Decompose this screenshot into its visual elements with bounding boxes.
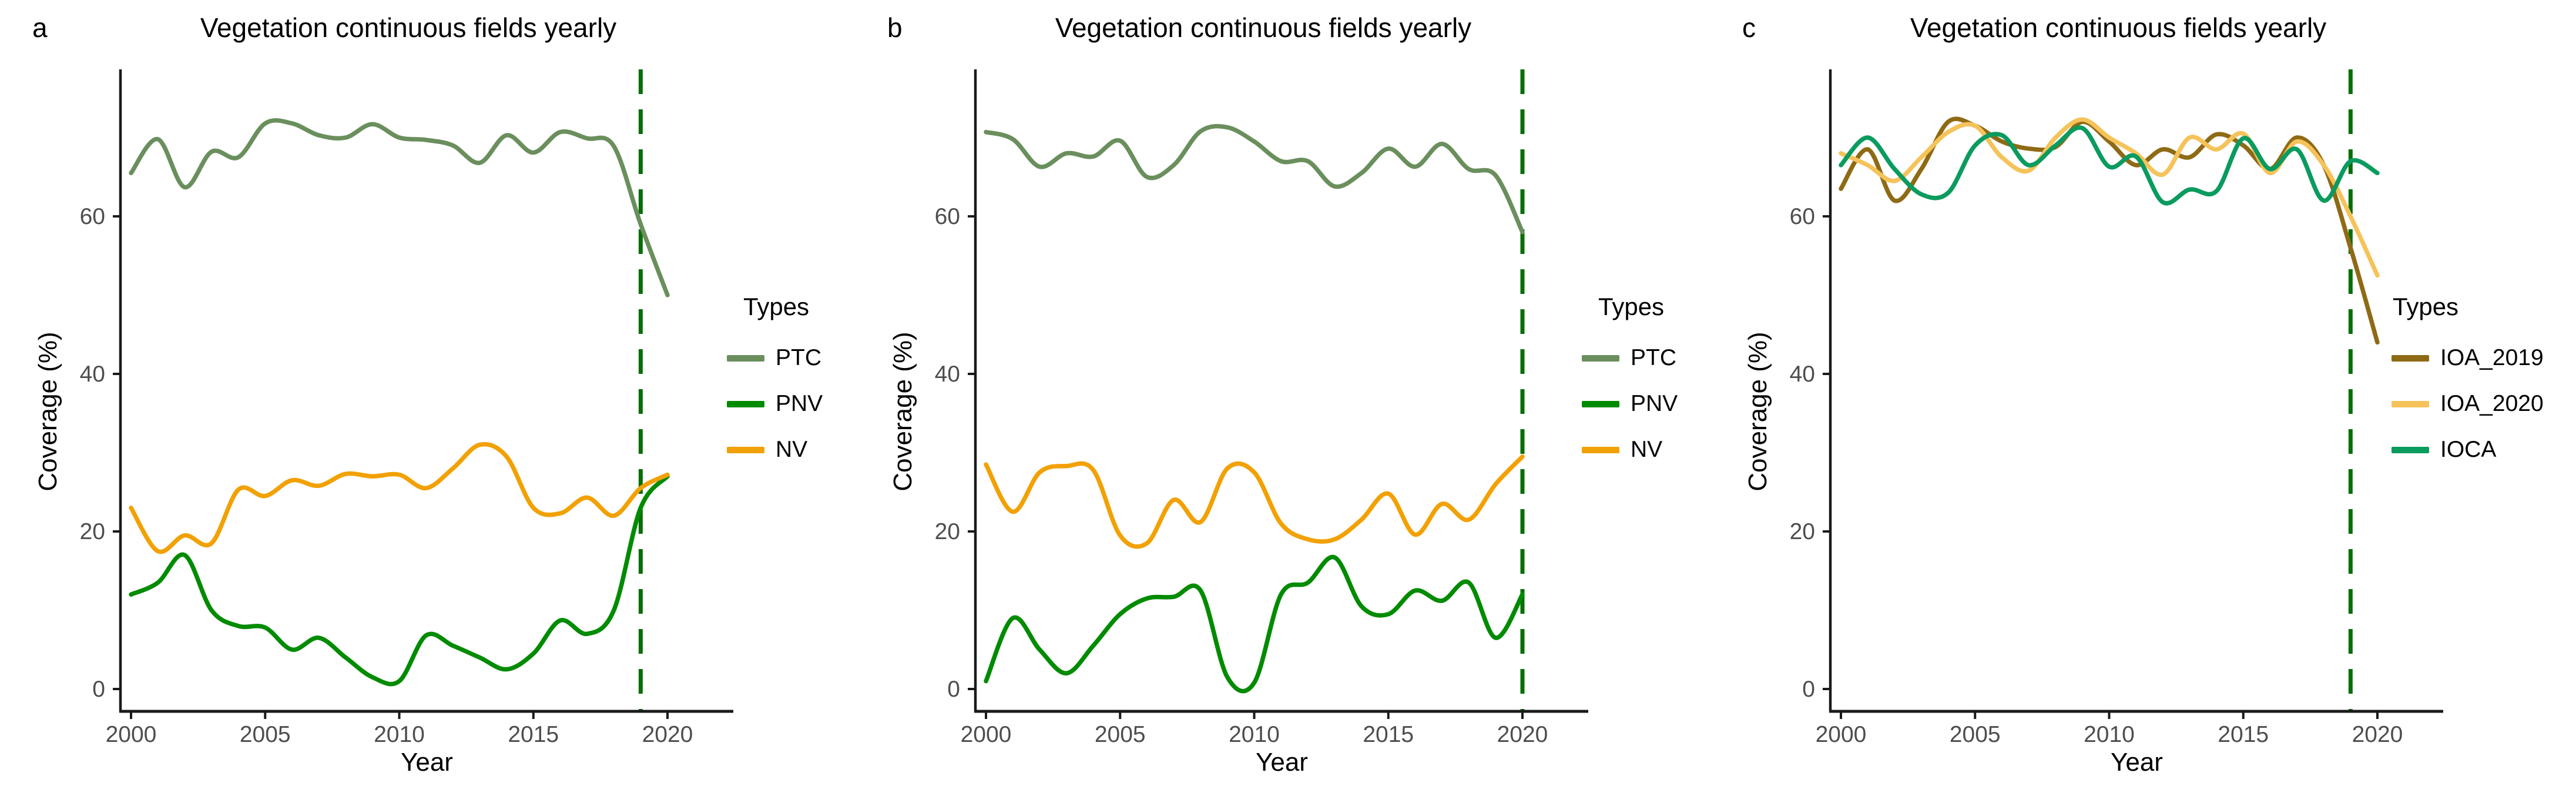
legend-label-ioa2020: IOA_2020 — [2440, 391, 2544, 416]
series-line-PTC — [129, 118, 670, 297]
x-tick-label: 2005 — [240, 722, 291, 747]
legend-label-ioa2019: IOA_2019 — [2440, 345, 2544, 370]
y-tick-label: 0 — [92, 677, 105, 702]
legend-title-b: Types — [1598, 293, 1665, 320]
legend-item-ioa2019: IOA_2019 — [2391, 345, 2544, 370]
x-tick-label: 2000 — [106, 722, 157, 747]
series-line-IOA_2020 — [1839, 117, 2380, 278]
legend-swatch-ioca — [2391, 446, 2429, 453]
legend-item-ioa2020: IOA_2020 — [2391, 391, 2544, 416]
panel-b: b Vegetation continuous fields yearly Co… — [855, 0, 1710, 796]
x-tick-label: 2015 — [508, 722, 559, 747]
panel-tag-b: b — [887, 12, 903, 43]
legend-label-pnv-a: PNV — [776, 391, 823, 416]
series-line-IOCA — [1839, 125, 2380, 206]
x-tick-label: 2005 — [1950, 722, 2001, 747]
series-line-NV — [129, 442, 670, 554]
y-tick-label: 20 — [80, 519, 105, 544]
x-tick-label: 2020 — [2352, 722, 2403, 747]
x-tick-label: 2015 — [1363, 722, 1414, 747]
x-axis-title-b: Year — [1256, 748, 1308, 777]
legend-label-pnv-b: PNV — [1631, 391, 1678, 416]
legend-item-pnv-b: PNV — [1582, 391, 1678, 416]
legend-title-c: Types — [2393, 293, 2459, 320]
legend-swatch-ioa2020 — [2391, 400, 2429, 407]
legend-swatch-nv-a — [727, 446, 764, 453]
legend-swatch-ptc-a — [727, 354, 764, 362]
x-tick-label: 2015 — [2218, 722, 2269, 747]
y-tick-label: 60 — [1790, 204, 1815, 229]
legend-label-nv-b: NV — [1631, 437, 1663, 462]
legend-swatch-nv-b — [1582, 446, 1619, 453]
legend-swatch-ptc-b — [1582, 354, 1619, 362]
x-tick-label: 2020 — [1497, 722, 1548, 747]
y-tick-label: 20 — [1790, 519, 1815, 544]
legend-item-nv-b: NV — [1582, 437, 1678, 462]
panel-tag-c: c — [1742, 12, 1756, 43]
x-tick-label: 2010 — [374, 722, 425, 747]
y-tick-label: 60 — [935, 204, 960, 229]
legend-a: Types PTC PNV NV — [727, 293, 823, 484]
chart-title-c: Vegetation continuous fields yearly — [1910, 12, 2327, 43]
legend-item-ptc-b: PTC — [1582, 345, 1678, 370]
chart-title-b: Vegetation continuous fields yearly — [1055, 12, 1472, 43]
legend-item-ptc-a: PTC — [727, 345, 823, 370]
series-line-PTC — [984, 123, 1525, 235]
x-tick-label: 2020 — [642, 722, 693, 747]
x-tick-label: 2010 — [2084, 722, 2135, 747]
panel-a: a Vegetation continuous fields yearly Co… — [0, 0, 855, 796]
series-line-NV — [984, 454, 1525, 549]
plot-svg-c: 0 20 40 60 2000 2005 2010 2015 2020 — [1790, 69, 2443, 747]
legend-c: Types IOA_2019 IOA_2020 IOCA — [2391, 293, 2544, 484]
plot-svg-b: 0 20 40 60 2000 2005 2010 2015 2020 — [935, 69, 1588, 747]
legend-label-ioca: IOCA — [2440, 437, 2497, 462]
series-line-PNV — [984, 554, 1525, 694]
legend-label-ptc-a: PTC — [776, 345, 821, 370]
y-tick-label: 40 — [935, 362, 960, 387]
legend-title-a: Types — [743, 293, 810, 320]
y-tick-label: 0 — [947, 677, 960, 702]
x-tick-label: 2005 — [1095, 722, 1146, 747]
chart-title-a: Vegetation continuous fields yearly — [200, 12, 617, 43]
series-line-IOA_2019 — [1839, 116, 2380, 345]
y-tick-label: 0 — [1802, 677, 1815, 702]
x-axis-title-a: Year — [401, 748, 453, 777]
legend-b: Types PTC PNV NV — [1582, 293, 1678, 484]
legend-swatch-ioa2019 — [2391, 354, 2429, 362]
legend-item-pnv-a: PNV — [727, 391, 823, 416]
legend-item-ioca: IOCA — [2391, 437, 2544, 462]
x-axis-title-c: Year — [2111, 748, 2163, 777]
panel-c: c Vegetation continuous fields yearly Co… — [1710, 0, 2576, 796]
panel-tag-a: a — [32, 12, 48, 43]
y-tick-label: 40 — [1790, 362, 1815, 387]
legend-swatch-pnv-b — [1582, 400, 1619, 407]
y-tick-label: 60 — [80, 204, 105, 229]
y-tick-label: 40 — [80, 362, 105, 387]
series-line-PNV — [129, 474, 670, 687]
x-tick-label: 2000 — [961, 722, 1012, 747]
x-tick-label: 2010 — [1229, 722, 1280, 747]
y-tick-label: 20 — [935, 519, 960, 544]
legend-swatch-pnv-a — [727, 400, 764, 407]
x-tick-label: 2000 — [1816, 722, 1867, 747]
legend-label-ptc-b: PTC — [1631, 345, 1676, 370]
legend-label-nv-a: NV — [776, 437, 808, 462]
plot-svg-a: 0 20 40 60 2000 2005 2010 2015 2020 — [80, 69, 733, 747]
legend-item-nv-a: NV — [727, 437, 823, 462]
